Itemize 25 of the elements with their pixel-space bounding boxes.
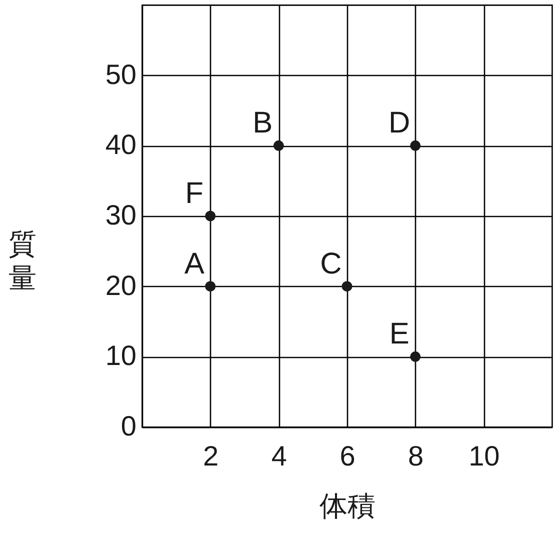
y-axis-title: 質量 [8,228,36,294]
point [205,281,216,292]
x-tick-label: 4 [271,440,287,472]
x-tick-label: 2 [203,440,219,472]
point [205,210,216,222]
annotation: D [388,106,410,140]
point [342,281,352,292]
point [410,140,421,151]
annotation: F [185,177,204,210]
y-tick-label: 0 [120,410,136,442]
y-tick-label: 30 [105,200,136,230]
annotation: B [252,106,273,140]
x-tick-label: 10 [468,440,500,472]
y-tick-label: 20 [105,270,136,301]
x-tick-label: 8 [408,440,424,472]
annotation: A [184,247,204,280]
annotation: E [389,318,410,351]
x-axis-title: 体積 [320,490,376,522]
y-tick-label: 50 [105,58,136,90]
y-tick-label: 10 [105,340,136,372]
x-tick-label: 6 [340,440,356,472]
annotation: C [320,247,342,280]
point [273,140,284,151]
y-tick-label: 40 [105,129,136,160]
point [410,351,421,362]
